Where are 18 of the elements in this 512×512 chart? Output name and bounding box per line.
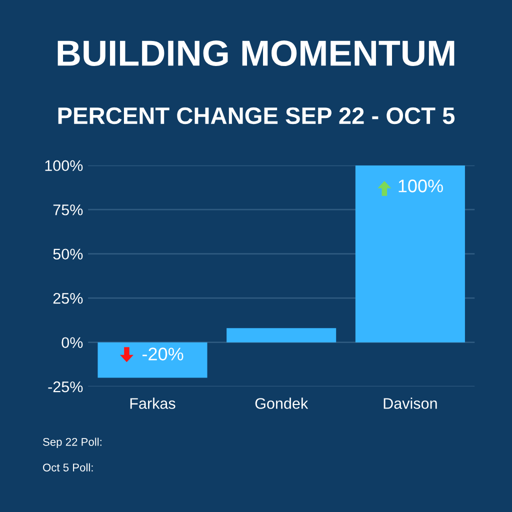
x-tick-label: Davison	[384, 398, 437, 409]
y-tick-label: 50%	[53, 248, 83, 260]
y-tick-label: -25%	[48, 381, 83, 392]
x-tick-label: Farkas	[130, 398, 176, 409]
chart-subtitle: PERCENT CHANGE SEP 22 - OCT 5	[58, 107, 455, 124]
text: Sep 22 Poll:	[43, 438, 102, 448]
y-tick-label: 75%	[53, 204, 83, 216]
chart-title: BUILDING MOMENTUM	[58, 40, 454, 66]
data-label: -20%	[142, 348, 184, 360]
y-tick-label: 100%	[45, 160, 83, 172]
y-tick-label: 0%	[62, 337, 83, 348]
bar	[355, 165, 465, 342]
text: Oct 5 Poll:	[43, 463, 93, 472]
y-tick-label: 25%	[53, 292, 83, 304]
bar	[98, 342, 208, 378]
bar	[226, 328, 336, 342]
data-label: 100%	[398, 180, 443, 192]
x-tick-label: Gondek	[255, 398, 308, 409]
